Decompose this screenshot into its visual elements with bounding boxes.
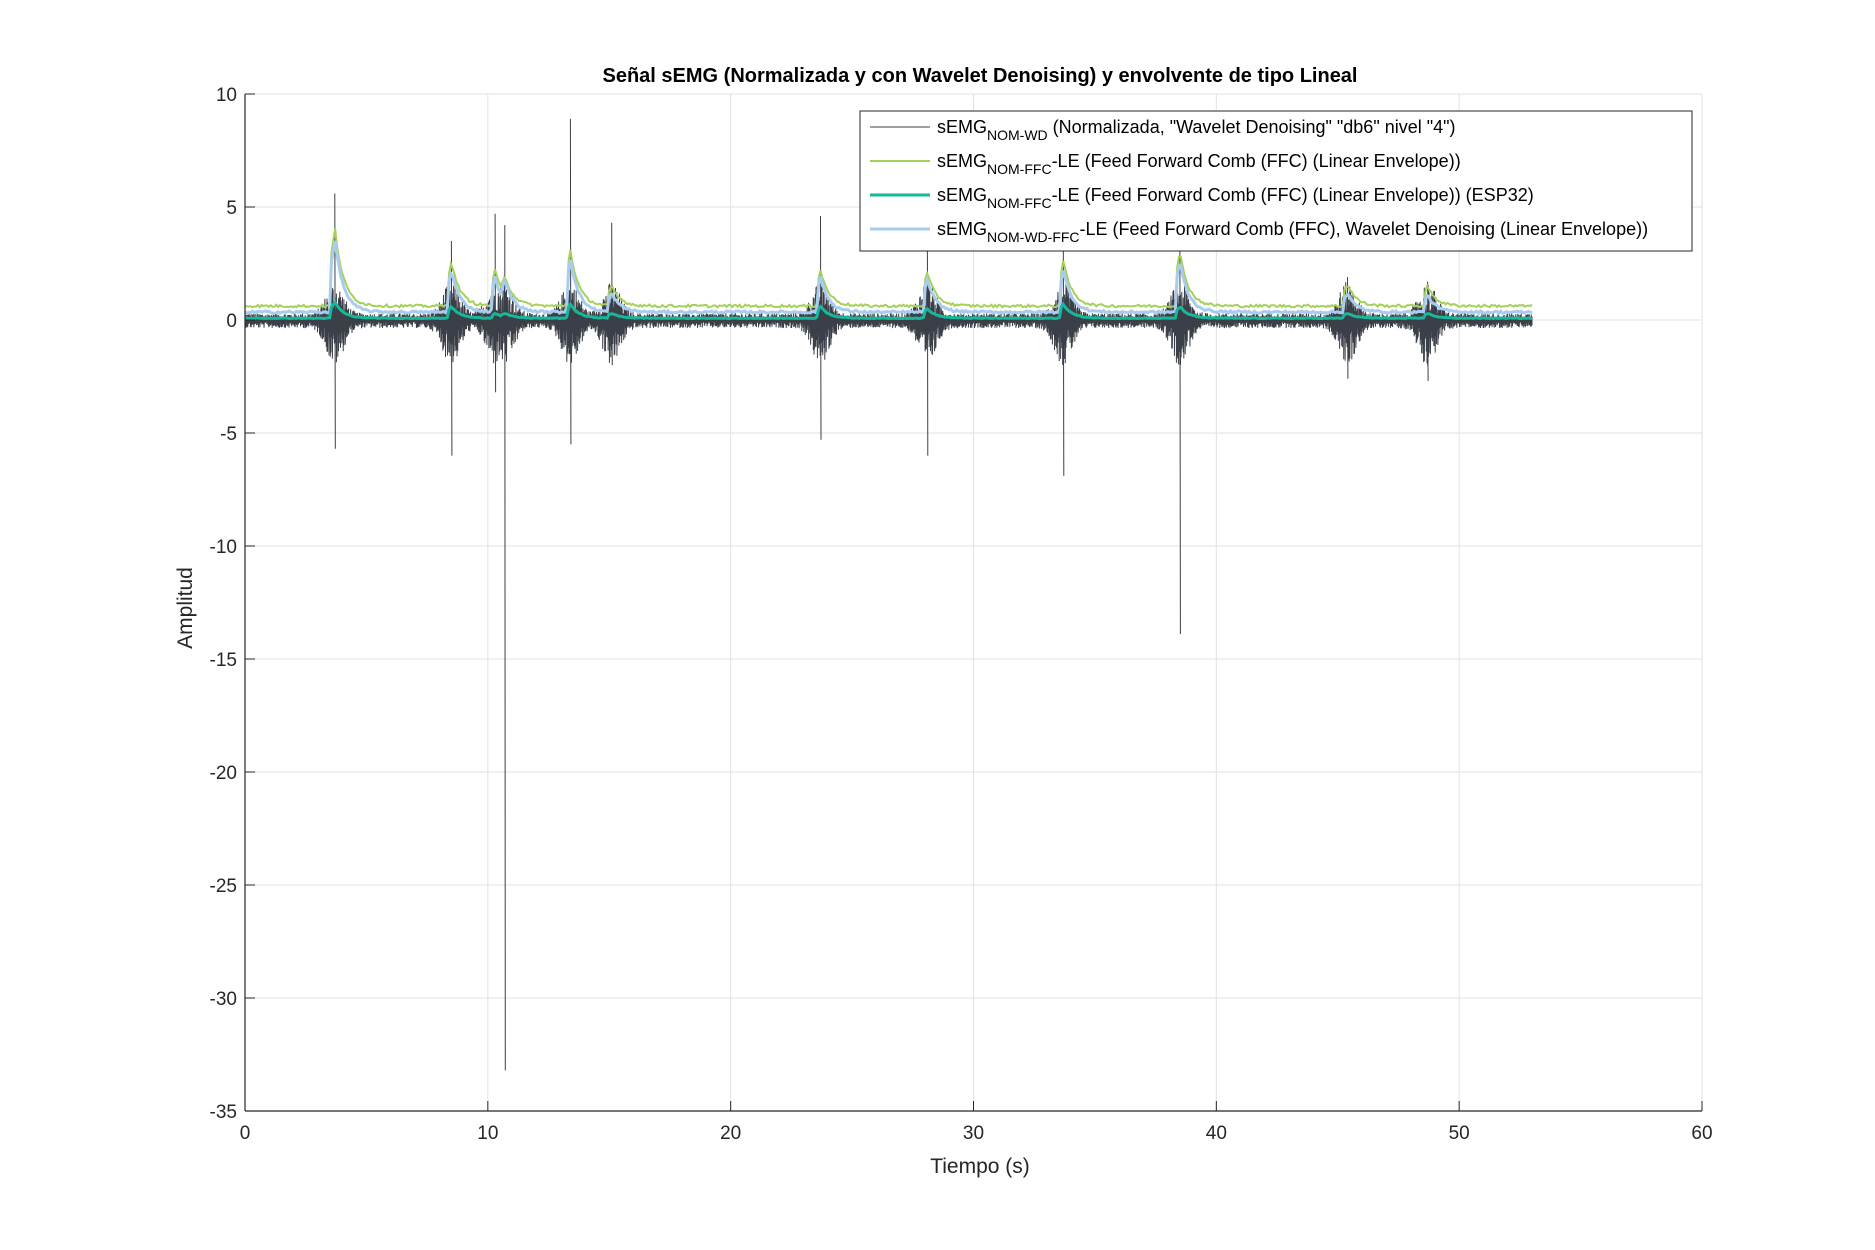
y-tick-label: -30	[210, 989, 237, 1010]
legend-entry-label: sEMGNOM-WD (Normalizada, "Wavelet Denois…	[937, 117, 1456, 143]
y-tick-label: -35	[210, 1102, 237, 1123]
y-tick-label: -20	[210, 763, 237, 784]
legend-entry-label: sEMGNOM-FFC-LE (Feed Forward Comb (FFC) …	[937, 185, 1534, 211]
x-tick-label: 0	[240, 1123, 251, 1144]
x-tick-label: 30	[963, 1123, 984, 1144]
chart-title: Señal sEMG (Normalizada y con Wavelet De…	[603, 65, 1358, 87]
series-envelope-ffc	[244, 228, 1533, 309]
x-tick-label: 10	[477, 1123, 498, 1144]
x-axis-label: Tiempo (s)	[930, 1155, 1030, 1178]
y-tick-label: -10	[210, 537, 237, 558]
x-tick-label: 50	[1449, 1123, 1470, 1144]
y-tick-label: -15	[210, 650, 237, 671]
y-tick-label: -5	[220, 424, 237, 445]
x-tick-label: 60	[1691, 1123, 1712, 1144]
y-axis-label: Amplitud	[174, 567, 197, 649]
y-tick-label: 5	[226, 198, 237, 219]
x-tick-label: 20	[720, 1123, 741, 1144]
y-tick-label: -25	[210, 876, 237, 897]
legend: sEMGNOM-WD (Normalizada, "Wavelet Denois…	[859, 110, 1693, 252]
y-tick-label: 0	[226, 311, 237, 332]
legend-box	[859, 110, 1693, 252]
legend-entry-label: sEMGNOM-WD-FFC-LE (Feed Forward Comb (FF…	[937, 219, 1648, 245]
legend-entry-label: sEMGNOM-FFC-LE (Feed Forward Comb (FFC) …	[937, 151, 1461, 177]
y-tick-label: 10	[216, 85, 237, 106]
x-tick-label: 40	[1206, 1123, 1227, 1144]
series-envelope-esp32	[245, 299, 1533, 321]
plot-area: 0 10 20 30 40 50 60 -35 -30 -25 -20 -15 -10 -5 0 5 10	[210, 85, 1713, 1144]
series-envelope-wd-ffc	[244, 240, 1533, 316]
